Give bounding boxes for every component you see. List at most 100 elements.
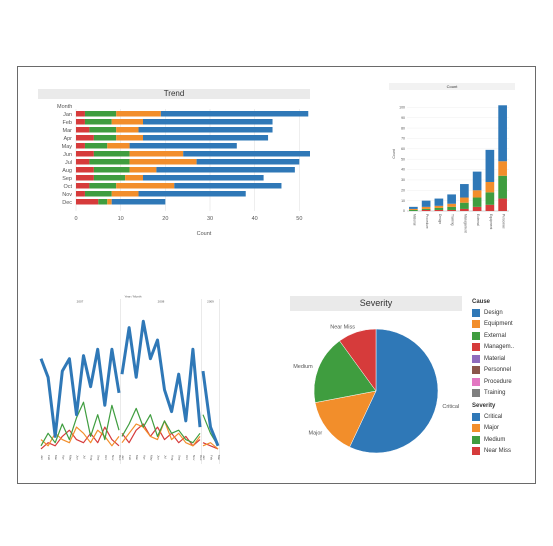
timeline-year-label: 2007: [77, 300, 84, 304]
legend-label: Critical: [484, 413, 503, 420]
timeline-x-tick: Mar: [54, 455, 58, 460]
pie-label: Major: [309, 431, 323, 437]
count-bar-segment: [498, 161, 507, 176]
trend-month-tick: Apr: [63, 136, 72, 142]
timeline-x-tick: Apr: [61, 455, 65, 460]
timeline-series-line: [201, 370, 220, 447]
legend-item: Equipment: [472, 319, 532, 331]
trend-month-tick: Feb: [63, 120, 72, 126]
timeline-x-tick: Feb: [210, 455, 214, 461]
trend-bar-segment: [84, 143, 108, 149]
count-x-tick: Management: [463, 214, 467, 233]
trend-bar-segment: [76, 119, 85, 125]
trend-bar-segment: [98, 199, 108, 205]
count-y-tick: 50: [401, 157, 405, 161]
timeline-x-tick: Mar: [217, 455, 220, 460]
legend-swatch: [472, 424, 480, 433]
count-x-tick: External: [476, 214, 480, 226]
legend-swatch: [472, 343, 480, 352]
pie-label: Medium: [293, 364, 313, 370]
cause-count-title: Count: [389, 83, 515, 90]
timeline-series-line: [202, 442, 219, 450]
legend-item: Personnel: [472, 365, 532, 377]
count-y-tick: 80: [401, 126, 405, 130]
count-bar-segment: [498, 198, 507, 211]
cause-count-chart: Count 0 10 20 30 40 50 60 70 80 90 100 Material Proce…: [392, 105, 509, 233]
trend-bar-segment: [76, 183, 90, 189]
count-bar-segment: [409, 209, 418, 211]
pie-label: Critical: [442, 404, 459, 410]
count-bar-segment: [472, 206, 482, 211]
timeline-x-tick: Nov: [111, 455, 115, 461]
trend-bar-segment: [174, 183, 282, 189]
count-y-tick: 60: [401, 147, 405, 151]
trend-bar-segment: [129, 167, 157, 173]
count-bar-segment: [434, 207, 444, 210]
pie-slice: [339, 328, 377, 392]
trend-bar-segment: [138, 127, 273, 133]
timeline-x-tick: Aug: [90, 455, 94, 461]
trend-title: Trend: [38, 89, 310, 99]
timeline-year-label: 2008: [158, 300, 165, 304]
timeline-series-line: [121, 407, 201, 444]
legend-label: Personnel: [484, 367, 512, 374]
severity-panel: Severity Critical Major Medium Near Miss: [290, 296, 462, 464]
count-y-tick: 0: [403, 209, 405, 213]
timeline-panel: Year / Month 2007 Jan Feb Mar Apr May Jun Jul Aug…: [38, 294, 220, 466]
trend-bar-segment: [93, 151, 130, 157]
timeline-x-tick: Aug: [171, 455, 175, 461]
timeline-series-line: [39, 347, 121, 438]
count-bar-segment: [498, 175, 507, 199]
timeline-series-line: [40, 426, 120, 450]
count-bar-segment: [485, 192, 495, 205]
count-bar-segment: [447, 206, 456, 210]
count-bar-segment: [472, 197, 482, 207]
count-bar-segment: [409, 206, 418, 209]
trend-bar-segment: [76, 151, 94, 157]
legend-item: Near Miss: [472, 446, 532, 458]
pie-slice: [349, 328, 439, 454]
trend-bar-segment: [84, 119, 112, 125]
trend-panel: Trend Month0102030405060CountJanFebMarAp…: [38, 89, 310, 269]
trend-bar-segment: [143, 119, 273, 125]
trend-x-tick: 40: [252, 216, 258, 222]
count-bar-segment: [434, 209, 444, 211]
legend-swatch: [472, 320, 480, 329]
timeline-x-tick: May: [149, 455, 153, 461]
trend-bar-segment: [111, 191, 139, 197]
trend-bar-segment: [89, 183, 117, 189]
count-bar-segment: [409, 208, 418, 210]
count-y-tick: 90: [401, 116, 405, 120]
count-y-tick: 40: [401, 168, 405, 172]
trend-x-tick: 10: [118, 216, 124, 222]
trend-bar-segment: [76, 159, 90, 165]
trend-bar-segment: [76, 111, 85, 117]
legend-item: Material: [472, 353, 532, 365]
trend-month-tick: Oct: [63, 184, 72, 190]
legend-panel: Cause Design Equipment External Managem.. Ma…: [472, 296, 532, 457]
trend-bar-segment: [143, 135, 269, 141]
count-bar-segment: [485, 149, 495, 182]
trend-bar-segment: [138, 191, 246, 197]
count-bar-segment: [460, 184, 469, 198]
trend-bar-segment: [107, 199, 112, 205]
trend-bar-segment: [76, 143, 85, 149]
trend-x-tick: 30: [207, 216, 213, 222]
count-bar-segment: [485, 181, 495, 193]
trend-bar-segment: [93, 175, 126, 181]
timeline-x-tick: Jan: [202, 455, 206, 460]
trend-bar-segment: [84, 111, 117, 117]
legend-swatch: [472, 377, 480, 386]
trend-bar-segment: [93, 167, 130, 173]
trend-bar-segment: [76, 175, 94, 181]
timeline-x-tick: Feb: [128, 455, 132, 461]
severity-title: Severity: [290, 296, 462, 311]
pie-label: Near Miss: [330, 324, 355, 330]
timeline-series-line: [121, 423, 201, 447]
trend-month-tick: Sep: [62, 176, 72, 182]
trend-bar-segment: [89, 159, 130, 165]
timeline-x-tick: Jul: [164, 455, 168, 459]
trend-month-tick: Nov: [62, 192, 72, 198]
legend-label: Training: [484, 390, 506, 397]
timeline-x-tick: Jun: [75, 455, 79, 460]
